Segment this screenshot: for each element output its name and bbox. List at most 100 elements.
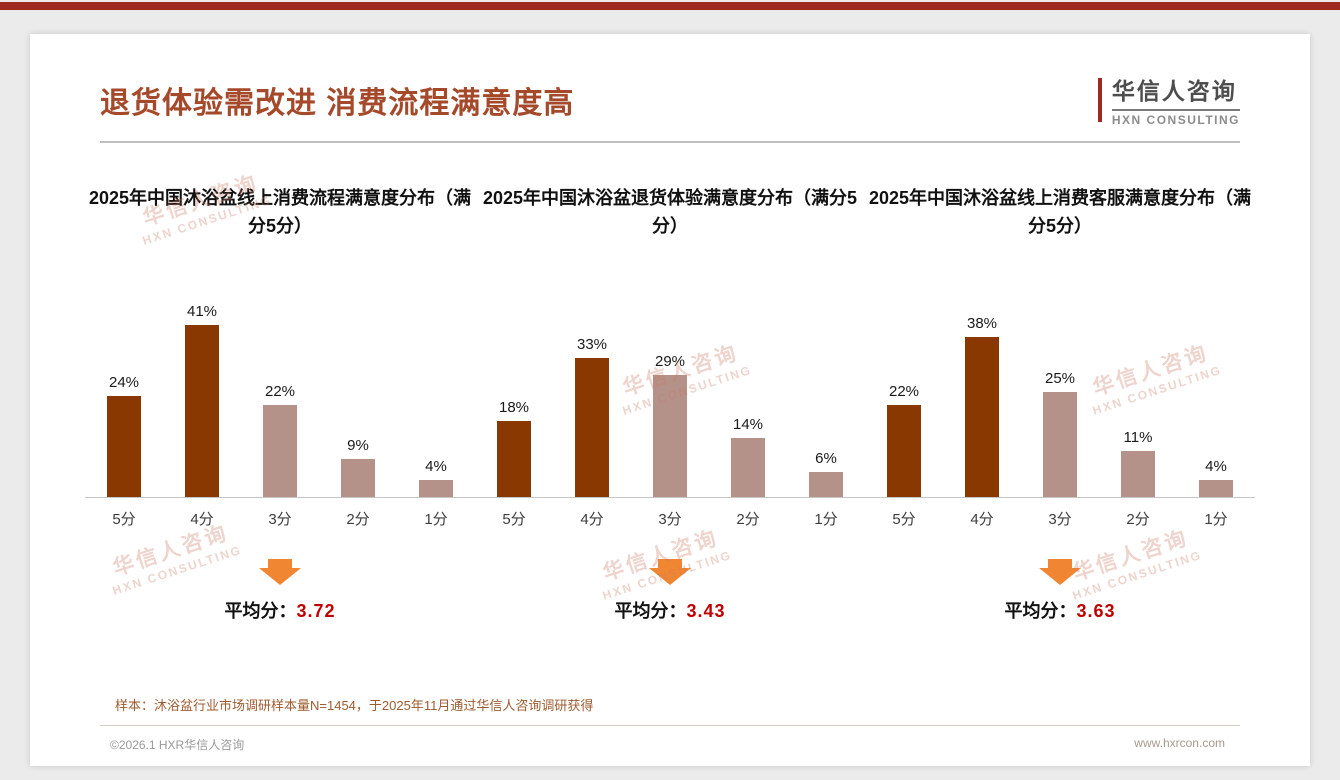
bar-column: 41% <box>163 303 241 497</box>
bar-column: 6% <box>787 450 865 497</box>
bar-column: 14% <box>709 416 787 497</box>
category-labels: 5分 4分 3分 2分 1分 <box>85 508 475 529</box>
chart-title: 2025年中国沐浴盆线上消费客服满意度分布（满分5分） <box>868 188 1252 236</box>
bar-value-label: 14% <box>732 416 764 434</box>
bar-value-label: 18% <box>498 399 530 417</box>
bar <box>575 358 609 497</box>
category-label: 1分 <box>814 511 838 528</box>
category-label: 4分 <box>580 511 604 528</box>
bar <box>419 480 453 497</box>
bar-column: 11% <box>1099 429 1177 497</box>
bars: 22% 38% 25% 11% <box>865 291 1255 497</box>
bar <box>653 375 687 497</box>
chart-consumption-process: 2025年中国沐浴盆线上消费流程满意度分布（满分5分） 24% 41% 22% <box>85 185 475 623</box>
x-axis <box>475 497 865 498</box>
bar-column: 22% <box>241 383 319 497</box>
bar-value-label: 38% <box>966 315 998 333</box>
arrow-head <box>259 568 301 585</box>
arrow-head <box>1039 568 1081 585</box>
category-label: 2分 <box>346 511 370 528</box>
category-label: 2分 <box>736 511 760 528</box>
average-score: 平均分：3.72 <box>224 597 335 623</box>
average-label: 平均分： <box>224 601 297 621</box>
category-label: 1分 <box>424 511 448 528</box>
bar <box>497 421 531 497</box>
x-axis <box>85 497 475 498</box>
average-value: 3.72 <box>296 601 336 621</box>
footer: ©2026.1 HXR华信人咨询 www.hxrcon.com <box>110 736 1225 753</box>
average-score: 平均分：3.43 <box>614 597 725 623</box>
company-logo: 华信人咨询 HXN CONSULTING <box>1097 72 1240 127</box>
bar-value-label: 6% <box>815 449 837 467</box>
average-label: 平均分： <box>1004 601 1077 621</box>
bar-value-label: 29% <box>654 353 686 371</box>
header: 退货体验需改进 消费流程满意度高 华信人咨询 HXN CONSULTING <box>30 34 1310 127</box>
bar <box>185 324 219 497</box>
sample-footnote: 样本：沐浴盆行业市场调研样本量N=1454，于2025年11月通过华信人咨询调研… <box>115 698 594 713</box>
bar <box>341 459 375 497</box>
bar-column: 24% <box>85 374 163 497</box>
bar-column: 33% <box>553 336 631 497</box>
bar-column: 18% <box>475 399 553 497</box>
category-label: 3分 <box>1048 511 1072 528</box>
chart-title: 2025年中国沐浴盆退货体验满意度分布（满分5分） <box>482 188 858 236</box>
category-label: 4分 <box>190 511 214 528</box>
bar-value-label: 25% <box>1044 370 1076 387</box>
down-arrow-icon <box>1039 559 1081 585</box>
chart-title: 2025年中国沐浴盆线上消费流程满意度分布（满分5分） <box>88 188 472 236</box>
category-label: 5分 <box>112 511 136 528</box>
arrow-head <box>649 568 691 585</box>
x-axis <box>865 497 1255 498</box>
bar-chart: 18% 33% 29% 14% <box>475 291 865 529</box>
bar-value-label: 9% <box>347 437 369 455</box>
website-url: www.hxrcon.com <box>1134 736 1225 750</box>
logo-name-cn: 华信人咨询 <box>1111 78 1237 104</box>
category-labels: 5分 4分 3分 2分 1分 <box>865 508 1255 529</box>
bar-column: 38% <box>943 315 1021 497</box>
title-divider <box>100 141 1240 143</box>
average-value: 3.63 <box>1076 601 1116 621</box>
bar-value-label: 33% <box>576 336 608 354</box>
page-title: 退货体验需改进 消费流程满意度高 <box>100 86 575 120</box>
bar-value-label: 4% <box>1205 458 1227 476</box>
category-label: 5分 <box>502 511 526 528</box>
bar <box>1043 392 1077 497</box>
category-labels: 5分 4分 3分 2分 1分 <box>475 508 865 529</box>
bar-column: 25% <box>1021 370 1099 497</box>
bar-column: 29% <box>631 353 709 497</box>
bar-value-label: 41% <box>186 302 218 320</box>
bar-column: 4% <box>1177 458 1255 497</box>
bar <box>887 404 921 497</box>
footer-divider <box>100 725 1240 726</box>
logo-divider <box>1111 109 1240 111</box>
average-label: 平均分： <box>614 601 687 621</box>
bar <box>965 337 999 497</box>
category-label: 1分 <box>1204 511 1228 528</box>
logo-accent-bar <box>1097 77 1102 122</box>
down-arrow-icon <box>259 559 301 585</box>
category-label: 4分 <box>970 511 994 528</box>
category-label: 2分 <box>1126 511 1150 528</box>
chart-return-experience: 2025年中国沐浴盆退货体验满意度分布（满分5分） 18% 33% 29% <box>475 185 865 623</box>
bar <box>731 438 765 497</box>
down-arrow-icon <box>649 559 691 585</box>
bar <box>809 471 843 497</box>
bars: 18% 33% 29% 14% <box>475 291 865 497</box>
chart-customer-service: 2025年中国沐浴盆线上消费客服满意度分布（满分5分） 22% 38% 25% <box>865 185 1255 623</box>
bar-value-label: 22% <box>264 382 296 400</box>
arrow-stem <box>658 559 682 568</box>
arrow-stem <box>268 559 292 568</box>
bar-value-label: 4% <box>425 458 447 476</box>
bar-column: 22% <box>865 383 943 497</box>
bars: 24% 41% 22% 9% <box>85 291 475 497</box>
bar-column: 4% <box>397 458 475 497</box>
bar-value-label: 22% <box>888 382 920 400</box>
bar-chart: 22% 38% 25% 11% <box>865 291 1255 529</box>
bar-chart: 24% 41% 22% 9% <box>85 291 475 529</box>
bar-value-label: 11% <box>1123 428 1153 446</box>
arrow-stem <box>1048 559 1072 568</box>
average-score: 平均分：3.63 <box>1004 597 1115 623</box>
bar-value-label: 24% <box>108 374 140 392</box>
category-label: 3分 <box>658 511 682 528</box>
bar <box>1121 450 1155 497</box>
